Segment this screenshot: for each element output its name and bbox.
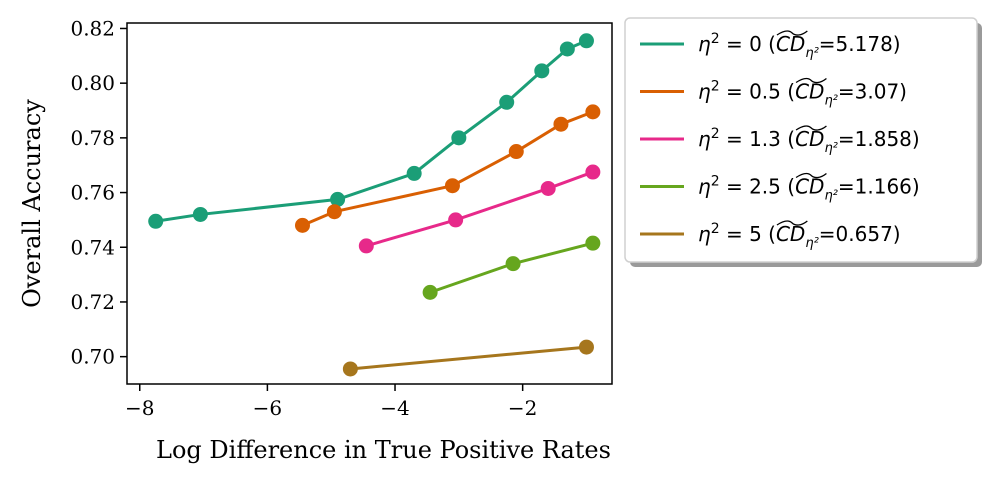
legend-label: η2 = 0.5 (CDη²=3.07): [698, 79, 907, 109]
y-tick-label: 0.76: [70, 181, 115, 205]
x-axis-label: Log Difference in True Positive Rates: [156, 436, 611, 464]
legend-box: [624, 17, 978, 263]
data-point: [559, 41, 575, 57]
tilde-mark: [795, 77, 827, 84]
data-point: [422, 284, 438, 300]
legend-entry: η2 = 1.3 (CDη²=1.858): [640, 125, 920, 156]
y-tick-label: 0.78: [70, 126, 115, 150]
data-point: [444, 178, 460, 194]
series-line: [155, 39, 588, 223]
series-4: [342, 339, 594, 377]
data-point: [192, 206, 208, 222]
axes: −8 −6 −4 −2 0.70 0.72 0.74 0.76 0.78 0.80 0.82 Log …: [18, 16, 613, 464]
data-point: [585, 235, 601, 251]
series-3: [422, 235, 601, 300]
x-tick-label: −2: [508, 396, 537, 420]
legend-label: η2 = 0 (CDη²=5.178): [698, 31, 901, 61]
data-point: [406, 165, 422, 181]
y-tick-label: 0.82: [70, 16, 115, 40]
legend-label: η2 = 2.5 (CDη²=1.166): [698, 174, 920, 204]
data-point: [505, 256, 521, 272]
plot-area: [148, 33, 601, 377]
y-axis-label: Overall Accuracy: [18, 99, 46, 308]
series-0: [148, 33, 594, 229]
series-line: [301, 110, 594, 227]
data-point: [358, 238, 374, 254]
legend-label: η2 = 5 (CDη²=0.657): [698, 221, 901, 251]
y-tick-label: 0.80: [70, 71, 115, 95]
data-point: [578, 33, 594, 49]
data-point: [508, 144, 524, 160]
data-point: [342, 361, 358, 377]
data-point: [148, 213, 164, 229]
legend: η2 = 0 (CDη²=5.178) η2 = 0.5 (CDη²=3.07) η…: [624, 17, 982, 267]
data-point: [534, 63, 550, 79]
series-line: [350, 345, 587, 371]
x-tick-label: −4: [380, 396, 409, 420]
tilde-mark: [795, 125, 827, 131]
y-tick-label: 0.70: [70, 345, 115, 369]
data-point: [448, 212, 464, 228]
data-point: [578, 339, 594, 355]
x-tick-label: −6: [253, 396, 282, 420]
data-point: [540, 180, 556, 196]
legend-entry: η2 = 0.5 (CDη²=3.07): [640, 77, 907, 109]
data-point: [585, 164, 601, 180]
data-point: [330, 191, 346, 207]
data-point: [294, 217, 310, 233]
data-point: [451, 130, 467, 146]
data-point: [499, 94, 515, 110]
x-tick-label: −8: [125, 396, 154, 420]
tilde-mark: [776, 220, 808, 226]
data-point: [585, 104, 601, 120]
y-tick-label: 0.74: [70, 235, 115, 259]
legend-label: η2 = 1.3 (CDη²=1.858): [698, 126, 920, 156]
tilde-mark: [776, 30, 808, 36]
series-2: [358, 164, 601, 254]
series-line: [365, 170, 594, 248]
legend-entry: η2 = 0 (CDη²=5.178): [640, 30, 901, 61]
legend-entry: η2 = 5 (CDη²=0.657): [640, 220, 901, 251]
legend-entry: η2 = 2.5 (CDη²=1.166): [640, 172, 920, 204]
data-point: [326, 204, 342, 220]
y-tick-label: 0.72: [70, 290, 115, 314]
data-point: [553, 116, 569, 132]
series-1: [294, 104, 601, 233]
axes-frame: [126, 22, 613, 385]
tilde-mark: [795, 172, 827, 179]
